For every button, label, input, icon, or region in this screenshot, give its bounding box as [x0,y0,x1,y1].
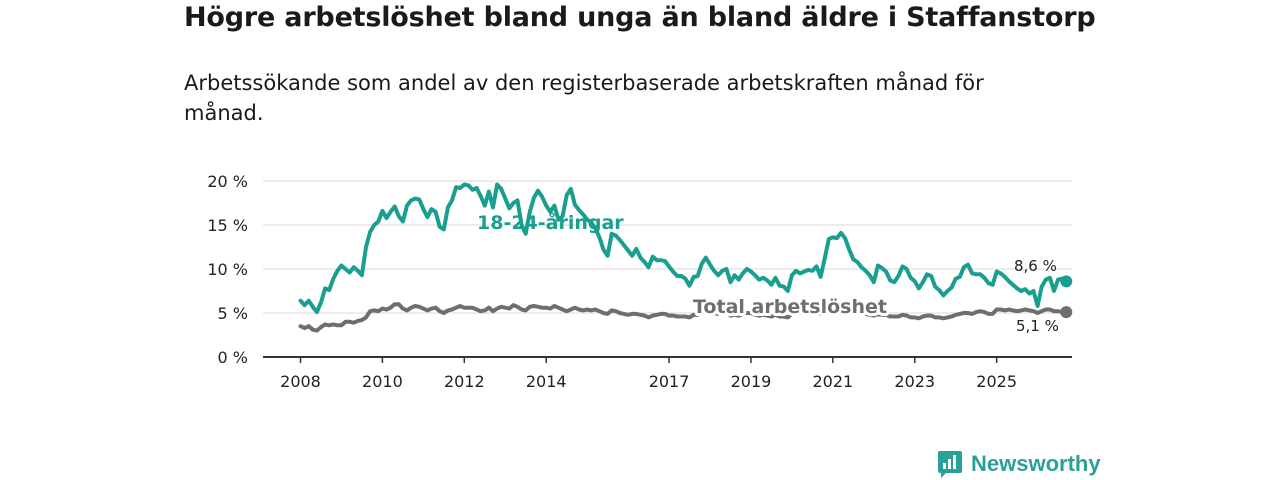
series-end-label-youth: 8,6 % [1014,257,1057,275]
series-line-total [298,302,1069,333]
x-tick-label: 2019 [731,372,772,391]
newsworthy-icon [938,451,962,478]
x-tick-label: 2008 [280,372,321,391]
x-tick-label: 2014 [526,372,567,391]
x-tick-label: 2017 [649,372,690,391]
x-tick-label: 2025 [976,372,1017,391]
series-line-youth [298,182,1069,315]
y-tick-label: 20 % [207,172,248,191]
gridlines [263,180,1072,314]
series-end-label-total: 5,1 % [1016,317,1059,335]
y-tick-label: 15 % [207,216,248,235]
series-end-dot-total [1060,306,1073,319]
series-label-total: Total arbetslöshet [693,296,887,318]
y-tick-label: 5 % [218,304,248,323]
x-tick-label: 2012 [444,372,485,391]
chart-subtitle: Arbetssökande som andel av den registerb… [184,71,984,125]
x-axis-ticks: 2008 2010 2012 2014 2017 2019 2021 2023 2025 [280,357,1017,391]
brand-name: Newsworthy [971,451,1101,476]
newsworthy-logo: Newsworthy [937,448,1101,480]
series-label-youth: 18-24-åringar [477,210,624,234]
y-tick-label: 0 % [218,348,248,367]
x-tick-label: 2010 [362,372,403,391]
line-chart: 0 %5 %10 %15 %20 % 2008 2010 2012 2014 2017 2… [207,172,1073,391]
y-tick-label: 10 % [207,260,248,279]
chart-title: Högre arbetslöshet bland unga än bland ä… [184,2,1096,33]
x-tick-label: 2023 [894,372,935,391]
series-end-dot-youth [1060,275,1073,288]
y-axis-ticks: 0 % 5 % 10 % 15 % 20 % [207,172,248,367]
x-tick-label: 2021 [812,372,853,391]
